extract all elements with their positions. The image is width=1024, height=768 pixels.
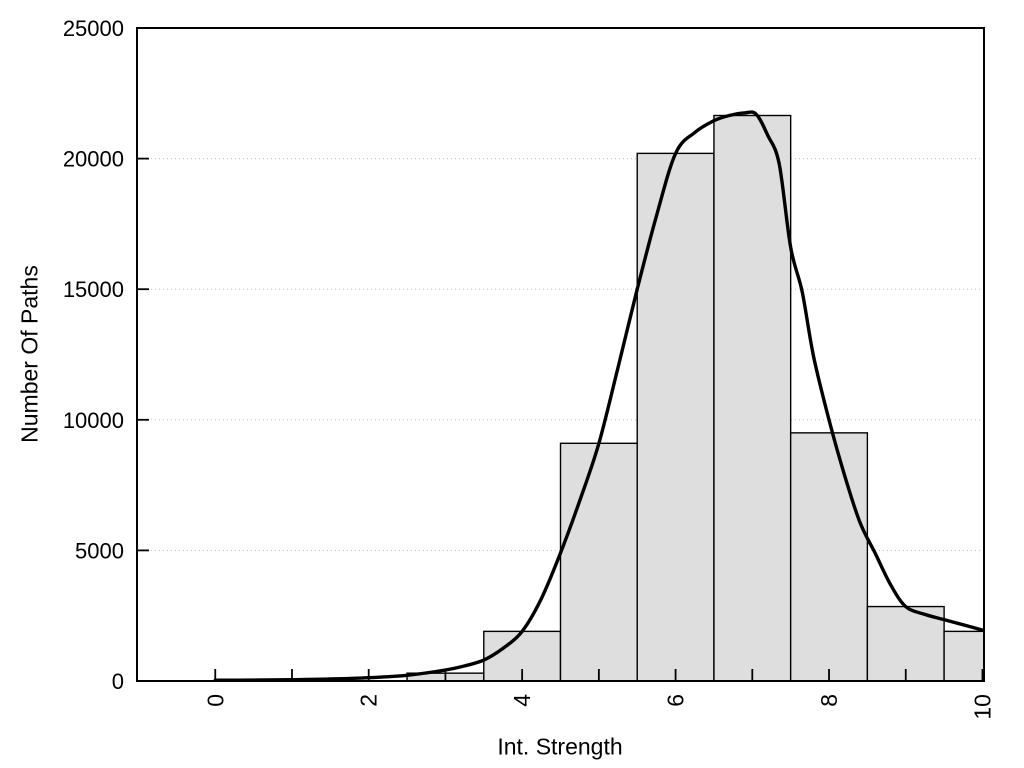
y-tick-label: 20000 xyxy=(63,147,124,172)
x-tick-label: 2 xyxy=(356,694,382,707)
histogram-bar xyxy=(713,114,792,682)
density-curve xyxy=(213,110,985,682)
y-tick-label: 0 xyxy=(112,669,124,694)
y-tick-label: 10000 xyxy=(63,408,124,433)
x-tick-label: 6 xyxy=(663,694,689,707)
x-tick-label: 4 xyxy=(509,694,535,707)
x-tick-label: 10 xyxy=(969,694,995,720)
y-tick-label: 5000 xyxy=(75,538,124,563)
x-tick-label: 0 xyxy=(202,694,228,707)
plot-border xyxy=(136,27,985,682)
x-tick-label: 8 xyxy=(816,694,842,707)
histogram-bar xyxy=(943,630,985,682)
histogram-bar xyxy=(636,152,715,682)
x-axis-title: Int. Strength xyxy=(497,733,623,760)
y-tick-label: 25000 xyxy=(63,16,124,41)
y-axis-title: Number Of Paths xyxy=(16,265,43,443)
histogram-bar xyxy=(789,432,869,682)
histogram-bar xyxy=(559,442,638,682)
y-tick-label: 15000 xyxy=(63,277,124,302)
